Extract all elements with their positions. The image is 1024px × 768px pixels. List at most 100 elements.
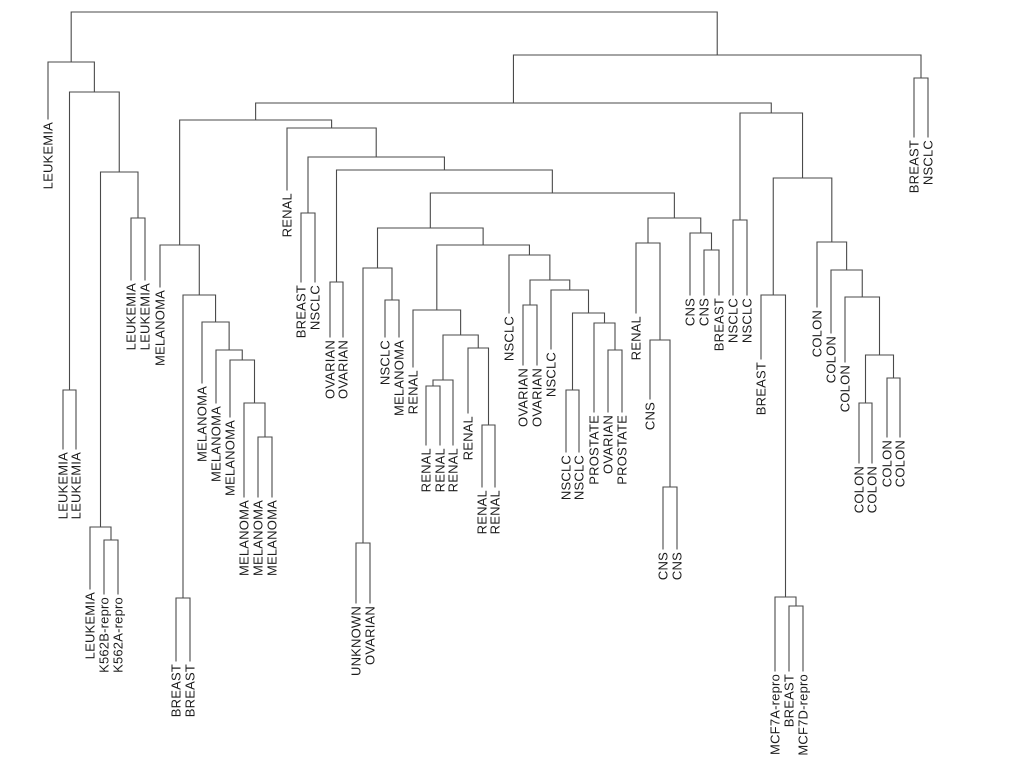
leaf-label: LEUKEMIA [83,592,98,659]
leaf-label: NSCLC [378,340,393,385]
leaf-label: COLON [852,466,867,513]
dendrogram-link [593,322,616,413]
leaf-label: BREAST [782,674,797,727]
dendrogram-link [229,359,256,418]
dendrogram-link [376,227,484,269]
leaf-label: CNS [643,402,658,430]
leaf-label: K562A-repro [111,597,126,673]
dendrogram-link [760,294,787,598]
dendrogram-link [182,294,217,599]
dendrogram-link [816,241,848,308]
dendrogram-link [467,347,490,426]
dendrogram-link [307,156,445,214]
leaf-label: OVARIAN [530,368,545,427]
dendrogram-link [844,296,881,363]
leaf-label: NSCLC [559,455,574,500]
dendrogram-link [550,289,590,350]
dendrogram-link [772,177,833,296]
dendrogram-link [62,389,77,450]
dendrogram-link [739,112,804,221]
leaf-label: MELANOMA [392,340,407,416]
leaf-label: NSCLC [740,298,755,343]
leaf-label: MELANOMA [223,420,238,496]
dendrogram-link [215,349,243,404]
dendrogram-link [830,269,863,334]
leaf-label: BREAST [294,285,309,338]
leaf-label: COLON [893,440,908,487]
leaf-label: NSCLC [544,352,559,397]
dendrogram-link [864,354,895,404]
leaf-label: BREAST [754,362,769,415]
leaf-label: PROSTATE [587,415,602,485]
leaf-label: COLON [810,310,825,357]
dendrogram-link [607,349,623,413]
leaf-label: COLON [838,365,853,412]
dendrogram-link [70,11,718,63]
leaf-label: COLON [880,440,895,487]
dendrogram-link [384,299,400,338]
dendrogram-link [425,385,441,446]
leaf-label: OVARIAN [363,606,378,665]
leaf-label: MCF7A-repro [768,674,783,755]
dendrogram-link [508,254,551,314]
leaf-label: RENAL [488,490,503,534]
dendrogram-link [913,77,929,138]
leaf-label: OVARIAN [323,340,338,399]
leaf-label: CNS [697,298,712,326]
leaf-label: MELANOMA [153,290,168,366]
leaf-label: MELANOMA [251,500,266,576]
dendrogram-link [68,91,120,391]
leaf-label: NSCLC [572,455,587,500]
leaf-label: COLON [824,336,839,383]
leaf-label: BREAST [169,664,184,717]
dendrogram-link [175,597,191,662]
dendrogram-link [130,217,146,281]
leaf-label: LEUKEMIA [56,452,71,519]
dendrogram-link [329,281,344,338]
dendrogram-link [635,242,661,341]
leaf-label: MELANOMA [209,406,224,482]
dendrogram-link [286,127,377,191]
leaf-label: BREAST [183,664,198,717]
dendrogram-link [255,102,772,121]
leaf-label: MELANOMA [265,500,280,576]
leaf-label: MELANOMA [237,500,252,576]
dendrogram-link [436,244,530,311]
dendrogram-link [858,402,873,464]
dendrogram-link [355,542,371,604]
dendrogram-link [432,379,454,446]
leaf-label: LEUKEMIA [138,283,153,350]
dendrogram-link [512,54,922,104]
dendrogram-link [689,232,713,296]
leaf-label: RENAL [406,370,421,414]
leaf-label: COLON [865,466,880,513]
dendrogram-link [662,486,678,550]
dendrogram-link [565,389,580,453]
dendrogram-link [103,539,119,595]
dendrogram-link [412,309,462,368]
leaf-label: LEUKEMIA [69,452,84,519]
dendrogram-link [429,192,675,229]
dendrogram-link [774,596,797,672]
dendrogram-link [243,402,266,498]
leaf-label: NSCLC [502,316,517,361]
leaf-label: OVARIAN [336,340,351,399]
dendrogram-link [649,339,671,488]
leaf-label: BREAST [907,140,922,193]
dendrogram-link [442,334,479,381]
leaf-label: NSCLC [308,285,323,330]
leaf-label: MCF7D-repro [796,674,811,756]
leaf-label: LEUKEMIA [41,122,56,189]
dendrogram-link [481,424,496,488]
dendrogram-link [335,169,553,283]
leaf-label: LEUKEMIA [124,283,139,350]
leaf-label: NSCLC [726,298,741,343]
leaf-label: OVARIAN [601,415,616,474]
dendrogram-link [47,61,95,120]
dendrogram-link [99,171,139,528]
leaf-label: RENAL [433,448,448,492]
leaf-label: CNS [656,552,671,580]
leaf-label: RENAL [280,193,295,237]
leaf-label: OVARIAN [516,368,531,427]
dendrogram-link [732,219,748,296]
